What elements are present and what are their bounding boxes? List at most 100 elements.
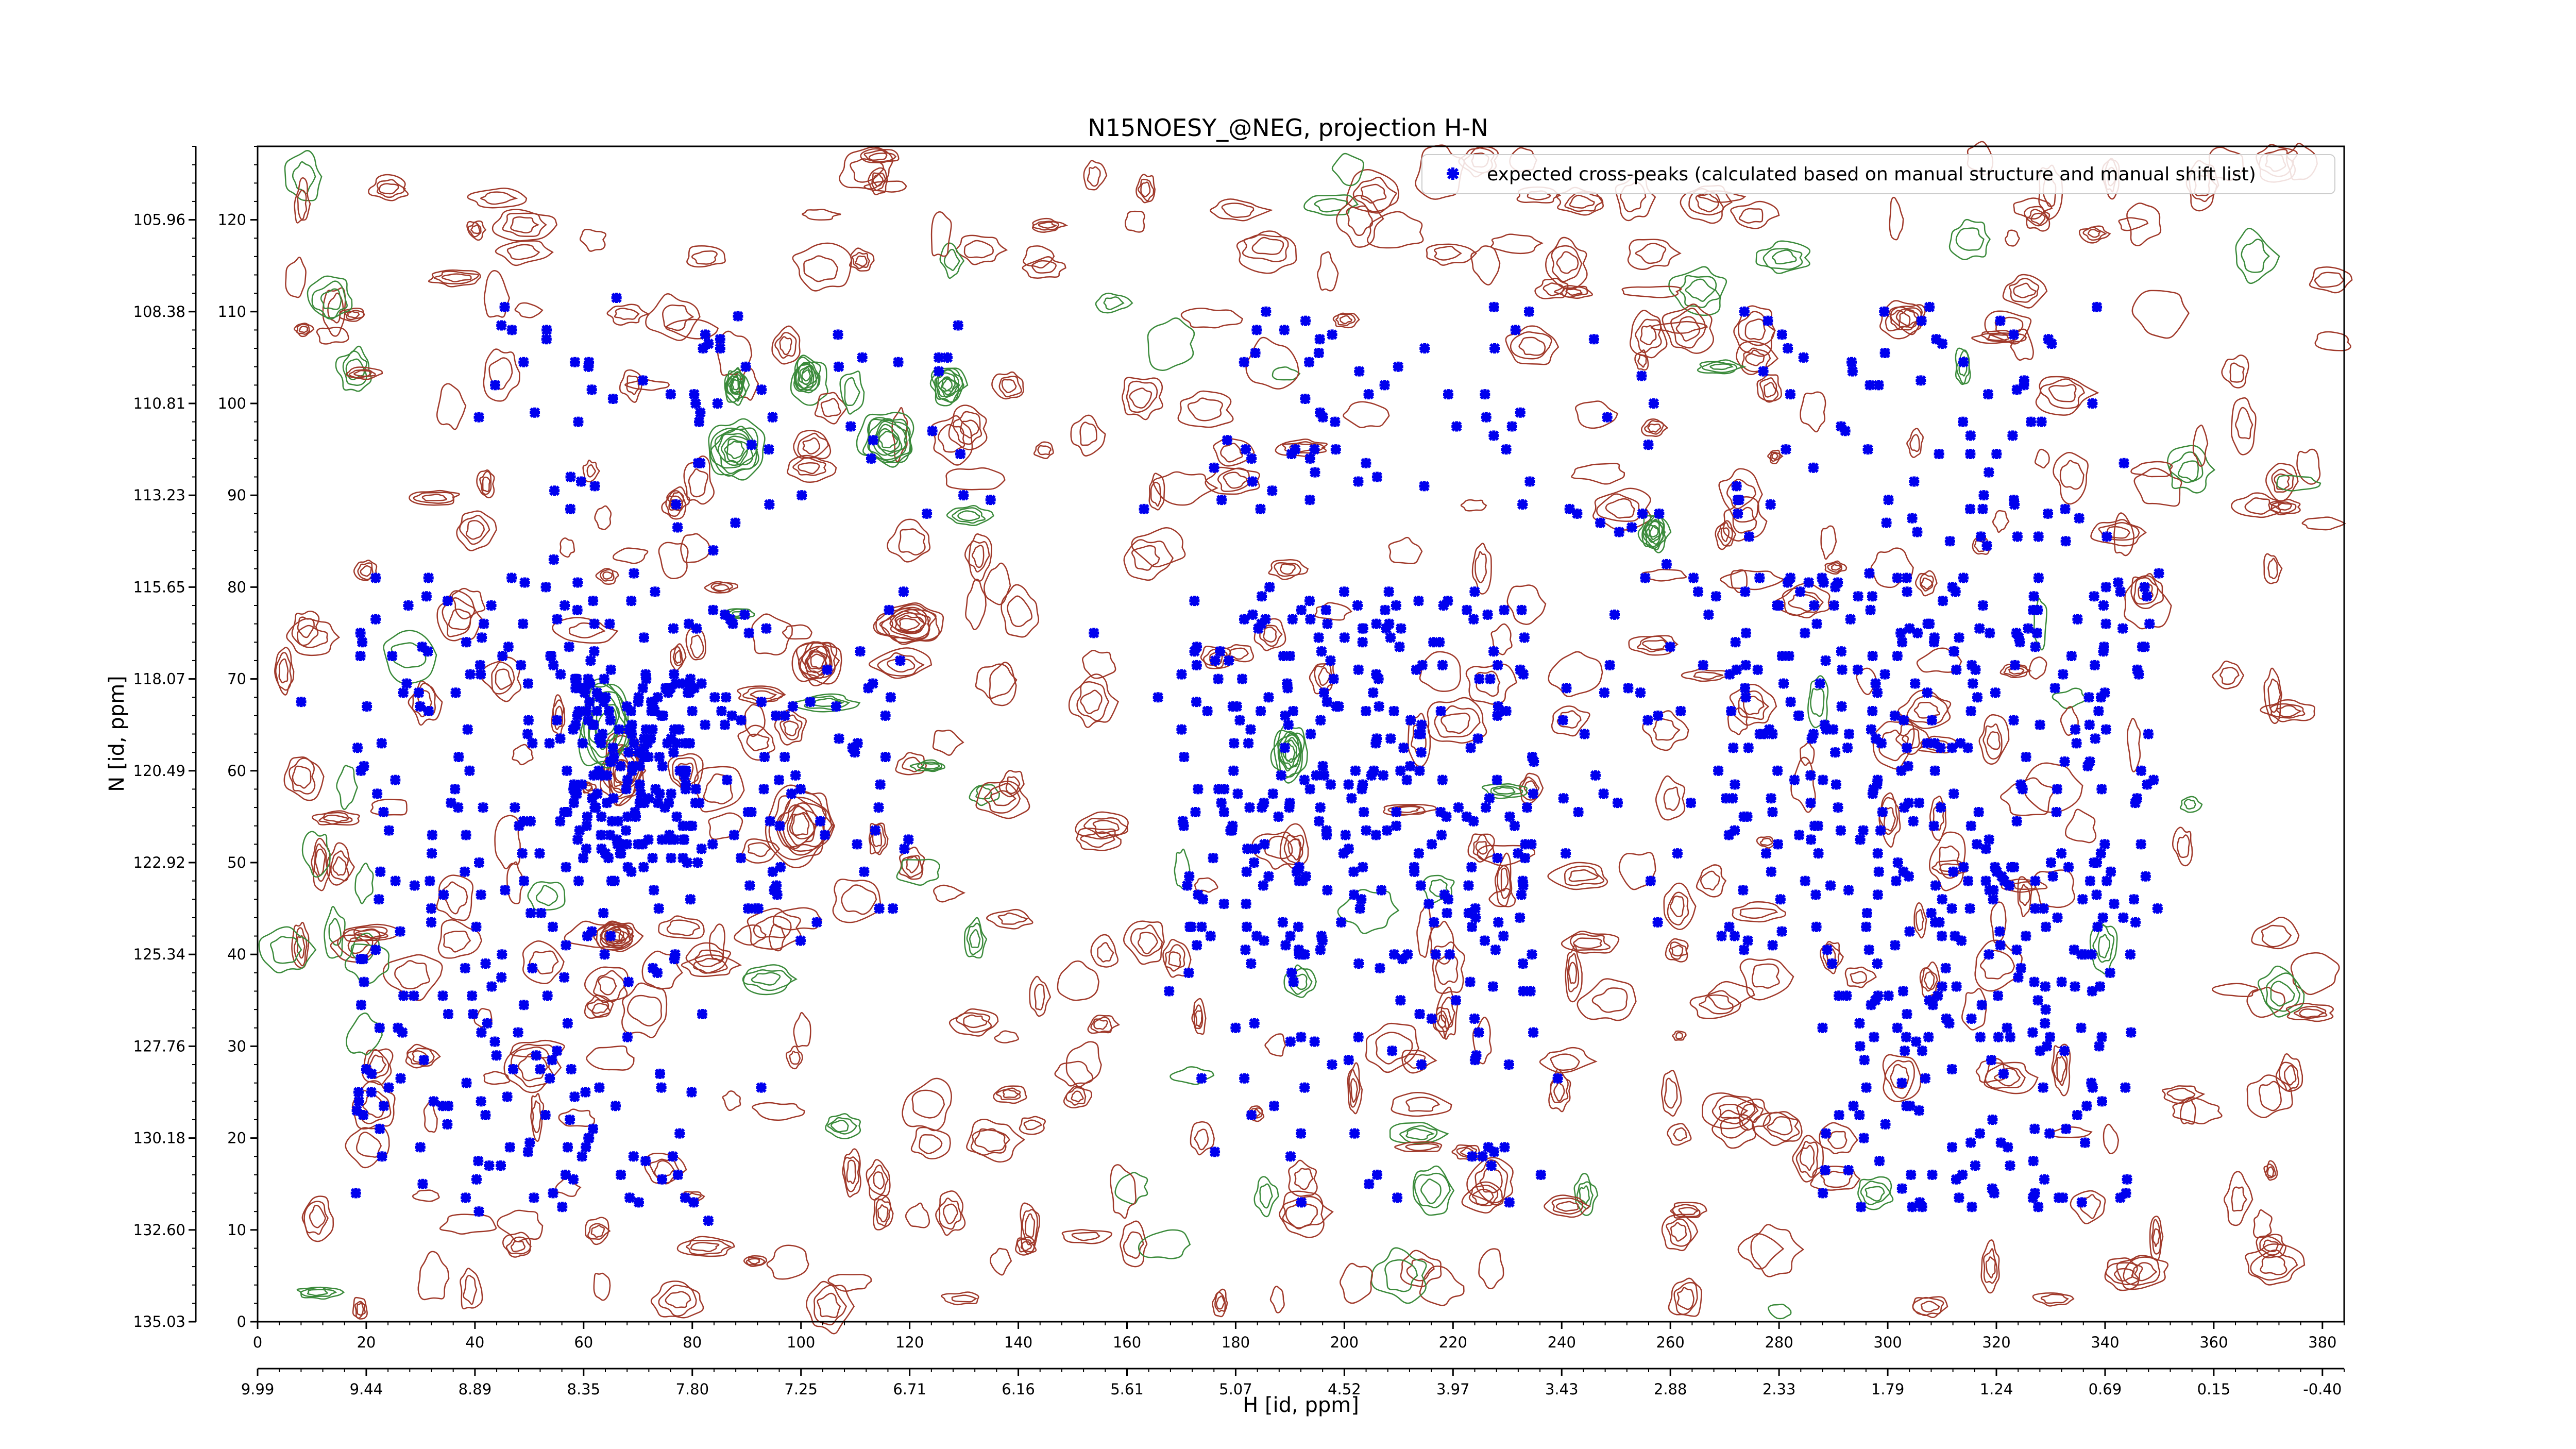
cross-peak-marker [693,416,705,427]
cross-peak-marker [584,697,595,707]
positive-contour [1087,1015,1121,1034]
cross-peak-marker [1374,701,1384,712]
cross-peak-marker [1957,416,1969,427]
cross-peak-marker [374,894,384,905]
cross-peak-marker [2076,1197,2087,1208]
cross-peak-marker [696,844,707,854]
positive-contour-level [1550,1053,1580,1071]
cross-peak-marker [1394,642,1405,652]
positive-contour [1856,667,1877,695]
positive-contour-level [1737,1233,1785,1270]
cross-peak-marker [1922,687,1933,698]
cross-peak-marker [1858,825,1869,836]
cross-peak-marker [1327,329,1337,340]
positive-contour [1020,1202,1040,1255]
cross-peak-marker [475,669,486,680]
positive-contour-level [1621,285,1682,298]
negative-contour [1272,366,1301,381]
positive-contour-level [1080,831,1116,848]
positive-contour [579,229,607,252]
positive-contour-level [1022,1209,1038,1245]
positive-contour [686,245,726,268]
negative-peak-contour-level [867,418,907,461]
positive-contour [1054,1060,1094,1087]
cross-peak-marker [1598,788,1609,799]
cross-peak-marker [1834,990,1844,1001]
positive-contour-level [779,336,792,356]
positive-contour-level [294,177,311,224]
positive-contour [1419,651,1461,692]
positive-contour [1506,584,1547,625]
cross-peak-marker [1929,917,1941,928]
legend[interactable]: expected cross-peaks (calculated based o… [1421,154,2335,194]
positive-contour [1548,1069,1571,1113]
cross-peak-marker [1501,705,1512,717]
cross-peak-marker [1811,921,1822,932]
x-ppm-tick-label: 2.33 [1762,1380,1796,1398]
cross-peak-marker [2074,513,2084,524]
cross-peak-marker [355,953,366,965]
positive-contour-level [2301,516,2346,531]
cross-peak-marker [1923,1032,1934,1042]
cross-peak-marker [1879,347,1890,359]
cross-peak-marker [1411,664,1422,675]
positive-contour [1488,887,1516,907]
positive-contour [866,1159,891,1201]
cross-peak-marker [1468,816,1479,827]
positive-contour-level [530,1093,545,1142]
positive-contour-level [872,174,884,187]
positive-contour-level [1131,527,1186,568]
cross-peak-marker [1789,774,1800,785]
cross-peak-marker [559,972,570,983]
cross-peak-marker [1413,595,1424,606]
x-index-tick-label: 380 [2308,1334,2336,1351]
positive-contour-level [612,547,649,564]
cross-peak-marker [2039,1174,2050,1185]
cross-peak-marker [1623,683,1634,694]
cross-peak-marker [1209,462,1219,473]
positive-contour [1090,934,1119,968]
positive-contour [1681,668,1736,682]
positive-contour [1494,852,1513,907]
x-ppm-tick-label: 3.97 [1436,1380,1470,1398]
positive-contour-level [2268,499,2301,516]
positive-contour-level [602,571,613,580]
positive-contour [1332,312,1360,329]
cross-peak-marker [1874,1156,1885,1167]
positive-contour-level [286,618,341,656]
negative-peak-contour-level [717,433,754,466]
cross-peak-marker [582,931,593,941]
positive-contour-level [593,970,626,1002]
cross-peak-marker [2056,976,2067,987]
cross-peak-marker [1331,701,1342,712]
cross-peak-marker [873,802,884,813]
cross-peak-marker [1991,448,2002,460]
positive-contour [1419,1265,1465,1306]
cross-peak-marker [1245,724,1256,735]
cross-peak-marker [1304,784,1315,795]
positive-contour-level [1702,1092,1759,1130]
cross-peak-marker [477,632,487,643]
cross-peak-marker [639,798,650,808]
positive-contour [680,533,711,563]
positive-contour-level [497,1209,544,1242]
cross-peak-marker [355,650,366,662]
cross-peak-marker [1579,729,1590,739]
cross-peak-marker [1315,715,1326,726]
cross-peak-marker [594,765,604,776]
positive-contour-level [846,1159,856,1185]
cross-peak-marker [383,825,395,836]
positive-contour-level [587,999,611,1018]
positive-contour-level [666,486,690,512]
cross-peak-marker [1892,650,1903,662]
cross-peak-marker [1294,875,1304,886]
cross-peak-marker [1837,664,1848,675]
cross-peak-marker [1288,976,1299,987]
cross-peak-marker [535,1064,546,1075]
cross-peak-marker [605,715,616,726]
cross-peak-marker [1612,798,1623,808]
positive-contour [2131,290,2190,339]
cross-peak-marker [833,361,844,372]
cross-peak-marker [622,862,633,873]
cross-peak-marker [473,1206,484,1217]
